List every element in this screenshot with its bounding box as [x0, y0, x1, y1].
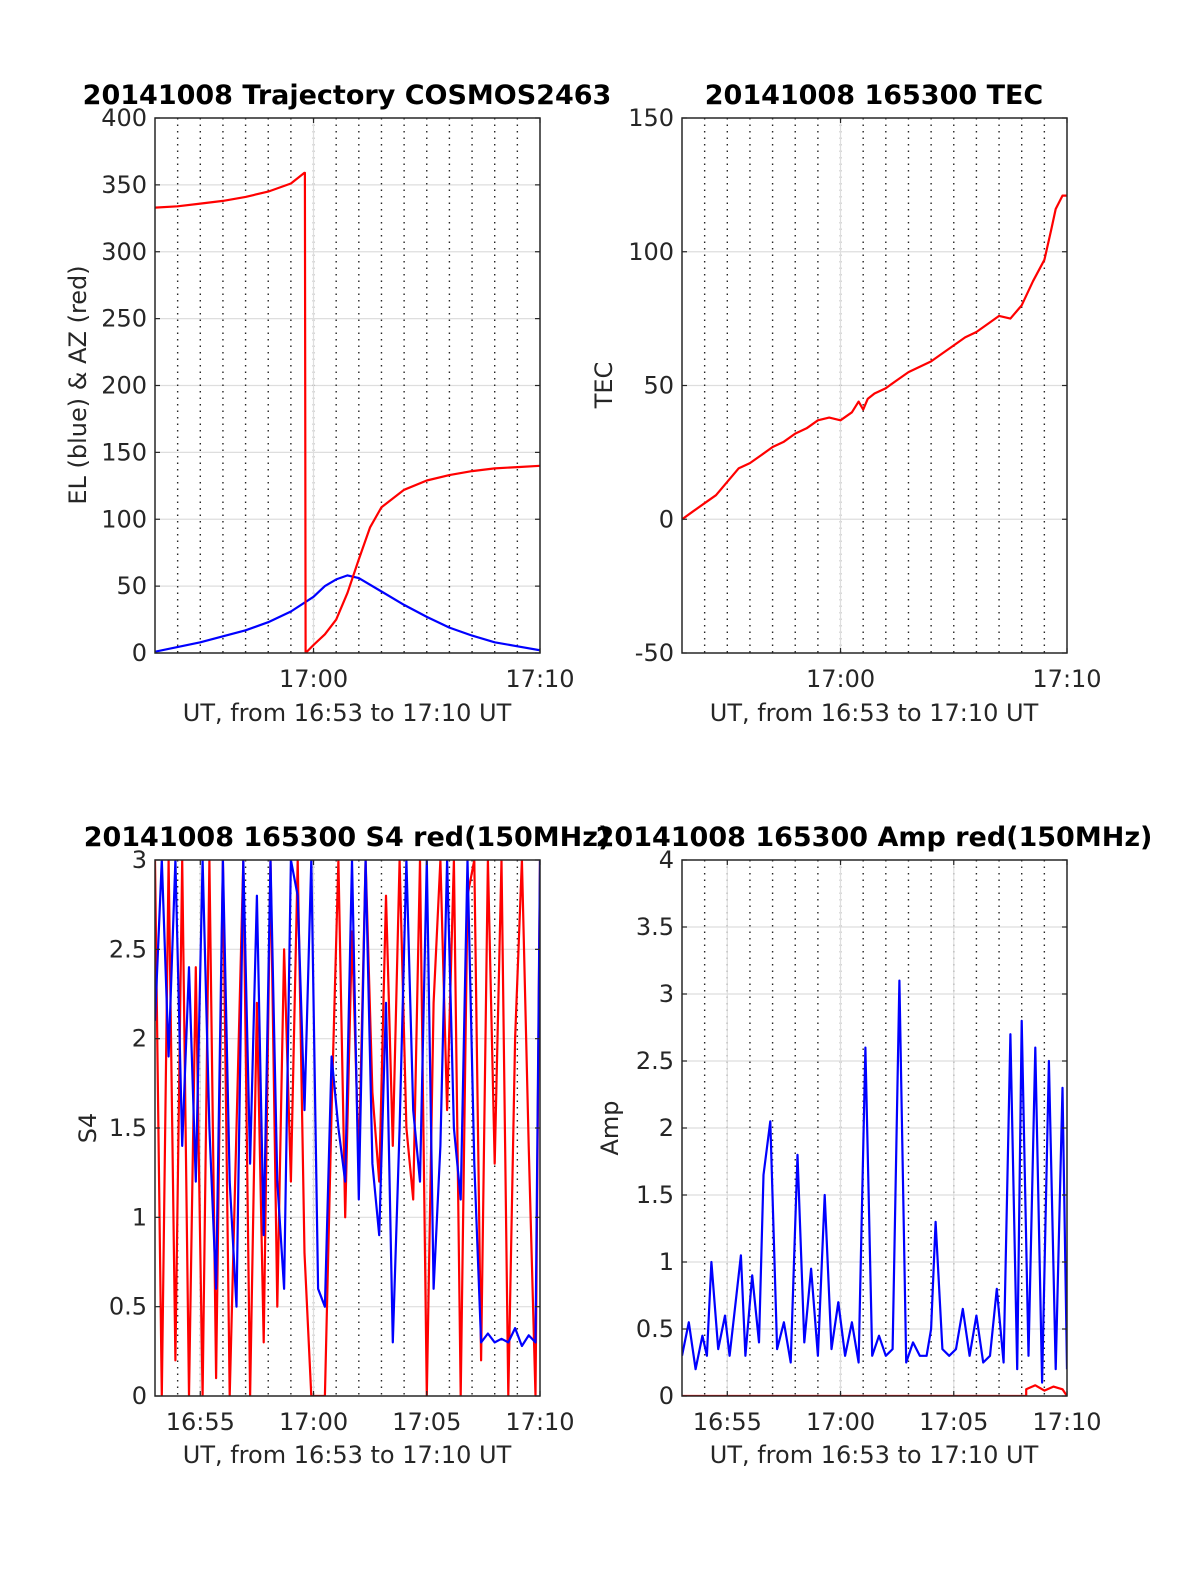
chart-title: 20141008 165300 S4 red(150MHz): [84, 822, 611, 853]
panel-tec: 20141008 165300 TEC -50 0 50 100 150 17:00 17:…: [590, 80, 1102, 727]
y-tick-label: 400: [101, 104, 147, 132]
series-group: [682, 979, 1067, 1396]
x-tick-label: 17:00: [806, 665, 875, 693]
x-tick-label: 17:10: [1032, 665, 1101, 693]
y-tick-label: 1: [132, 1203, 147, 1231]
y-tick-label: 1.5: [636, 1181, 674, 1209]
y-tick-label: 50: [116, 572, 147, 600]
y-axis-label: Amp: [596, 1100, 624, 1155]
x-tick-label: 16:55: [166, 1408, 235, 1436]
x-tick-label: 17:10: [505, 1408, 574, 1436]
series-group: [155, 860, 540, 1396]
y-tick-label: 0: [132, 1382, 147, 1410]
panel-trajectory: 20141008 Trajectory COSMOS2463 0 50 100 150…: [64, 80, 611, 727]
y-axis-label: EL (blue) & AZ (red): [64, 265, 92, 504]
y-tick-label: 150: [101, 438, 147, 466]
y-axis-label: TEC: [590, 362, 618, 410]
y-tick-label: 3: [132, 846, 147, 874]
x-axis-label: UT, from 16:53 to 17:10 UT: [183, 1441, 512, 1469]
x-tick-label: 17:10: [1032, 1408, 1101, 1436]
y-tick-label: 2.5: [636, 1047, 674, 1075]
series-line: [155, 171, 540, 653]
y-tick-label: 200: [101, 372, 147, 400]
plot-area: 0 50 100 150 200 250 300 350 400 17:00 17:10: [101, 104, 574, 693]
y-tick-label: 1.5: [109, 1114, 147, 1142]
y-tick-label: 250: [101, 305, 147, 333]
y-tick-label: 4: [659, 846, 674, 874]
y-tick-label: -50: [635, 639, 674, 667]
y-tick-label: 2: [132, 1025, 147, 1053]
y-tick-label: 2.5: [109, 935, 147, 963]
x-tick-label: 17:05: [919, 1408, 988, 1436]
series-line: [682, 1384, 1067, 1396]
chart-title: 20141008 Trajectory COSMOS2463: [83, 80, 612, 111]
y-tick-label: 350: [101, 171, 147, 199]
plot-area: 0 0.5 1 1.5 2 2.5 3 16:55 17:00 17:05 17:10: [109, 846, 575, 1436]
y-tick-label: 2: [659, 1114, 674, 1142]
series-group: [155, 171, 540, 653]
x-axis-label: UT, from 16:53 to 17:10 UT: [710, 699, 1039, 727]
y-tick-label: 0: [132, 639, 147, 667]
x-tick-label: 17:05: [392, 1408, 461, 1436]
plot-area: 0 0.5 1 1.5 2 2.5 3 3.5 4 16:55 17:00 17:05 17:10: [636, 846, 1102, 1436]
chart-title: 20141008 165300 TEC: [705, 80, 1044, 111]
panel-s4: 20141008 165300 S4 red(150MHz) 0 0.5 1 1.5 2…: [74, 822, 610, 1469]
x-tick-label: 17:00: [279, 1408, 348, 1436]
y-axis-label: S4: [74, 1113, 102, 1144]
y-tick-label: 3.5: [636, 913, 674, 941]
series-line: [155, 860, 540, 1348]
x-tick-label: 17:00: [806, 1408, 875, 1436]
chart-title: 20141008 165300 Amp red(150MHz): [596, 822, 1153, 853]
y-tick-label: 3: [659, 980, 674, 1008]
y-tick-label: 100: [628, 238, 674, 266]
y-tick-label: 1: [659, 1248, 674, 1276]
y-tick-label: 150: [628, 104, 674, 132]
series-group: [682, 194, 1067, 521]
y-tick-label: 0.5: [636, 1315, 674, 1343]
y-tick-label: 100: [101, 505, 147, 533]
series-line: [682, 979, 1067, 1384]
series-line: [682, 194, 1067, 521]
x-tick-label: 17:00: [279, 665, 348, 693]
y-tick-label: 0: [659, 505, 674, 533]
x-tick-label: 16:55: [693, 1408, 762, 1436]
y-tick-label: 0.5: [109, 1293, 147, 1321]
y-tick-label: 300: [101, 238, 147, 266]
panel-amp: 20141008 165300 Amp red(150MHz) 0 0.5 1 1.5…: [596, 822, 1153, 1469]
y-tick-label: 50: [643, 372, 674, 400]
x-axis-label: UT, from 16:53 to 17:10 UT: [710, 1441, 1039, 1469]
y-tick-label: 0: [659, 1382, 674, 1410]
plot-area: -50 0 50 100 150 17:00 17:10: [628, 104, 1101, 693]
x-tick-label: 17:10: [505, 665, 574, 693]
x-axis-label: UT, from 16:53 to 17:10 UT: [183, 699, 512, 727]
